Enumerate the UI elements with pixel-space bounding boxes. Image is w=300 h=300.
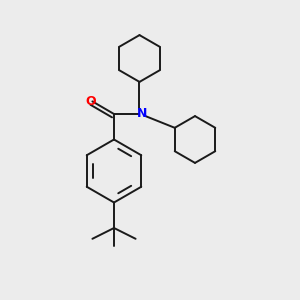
Text: N: N — [137, 106, 147, 120]
Text: O: O — [85, 95, 96, 108]
